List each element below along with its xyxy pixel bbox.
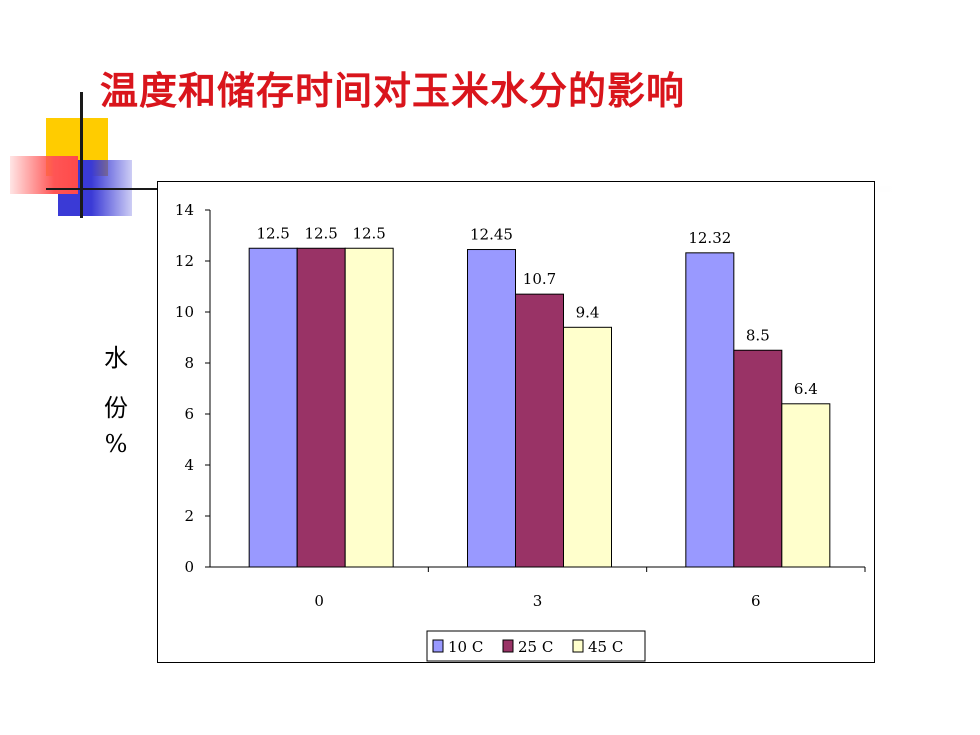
x-tick-label: 6 xyxy=(751,592,761,610)
legend-box xyxy=(426,630,646,662)
y-tick-label: 8 xyxy=(184,354,194,372)
bar xyxy=(781,403,831,568)
bar xyxy=(685,252,735,568)
data-label: 12.5 xyxy=(256,224,289,242)
decorative-red-bar xyxy=(10,156,78,194)
x-tick-label: 0 xyxy=(314,592,324,610)
data-label: 6.4 xyxy=(794,380,818,398)
bar xyxy=(344,247,394,568)
data-label: 12.45 xyxy=(470,226,513,244)
legend-swatch xyxy=(432,639,444,653)
bar xyxy=(733,349,783,568)
x-tick-label: 3 xyxy=(533,592,543,610)
y-axis-label-char-1: 水 xyxy=(104,344,128,372)
y-tick-label: 6 xyxy=(184,405,194,423)
data-label: 12.32 xyxy=(688,229,731,247)
data-label: 9.4 xyxy=(576,303,600,321)
bar xyxy=(248,247,298,568)
data-label: 12.5 xyxy=(352,224,385,242)
data-label: 12.5 xyxy=(304,224,337,242)
y-tick-label: 14 xyxy=(175,201,194,219)
data-label: 10.7 xyxy=(523,270,556,288)
y-axis-label-char-2: 份 xyxy=(104,394,128,422)
legend-swatch xyxy=(572,639,584,653)
legend-label: 25 C xyxy=(518,638,553,656)
y-tick-label: 10 xyxy=(175,303,194,321)
decorative-vertical-line xyxy=(80,92,83,218)
slide-title: 温度和储存时间对玉米水分的影响 xyxy=(100,69,686,113)
y-tick-label: 12 xyxy=(175,252,194,270)
y-tick-label: 4 xyxy=(184,456,194,474)
bar xyxy=(296,247,346,568)
bar xyxy=(467,249,516,568)
bar xyxy=(515,293,564,568)
y-axis-label-char-3: % xyxy=(104,430,128,458)
legend-swatch xyxy=(502,639,514,653)
legend-label: 45 C xyxy=(588,638,623,656)
y-tick-label: 2 xyxy=(184,507,194,525)
y-tick-label: 0 xyxy=(184,558,194,576)
bar xyxy=(563,326,612,568)
decorative-horizontal-line xyxy=(46,188,158,190)
data-label: 8.5 xyxy=(746,326,770,344)
legend-label: 10 C xyxy=(448,638,483,656)
